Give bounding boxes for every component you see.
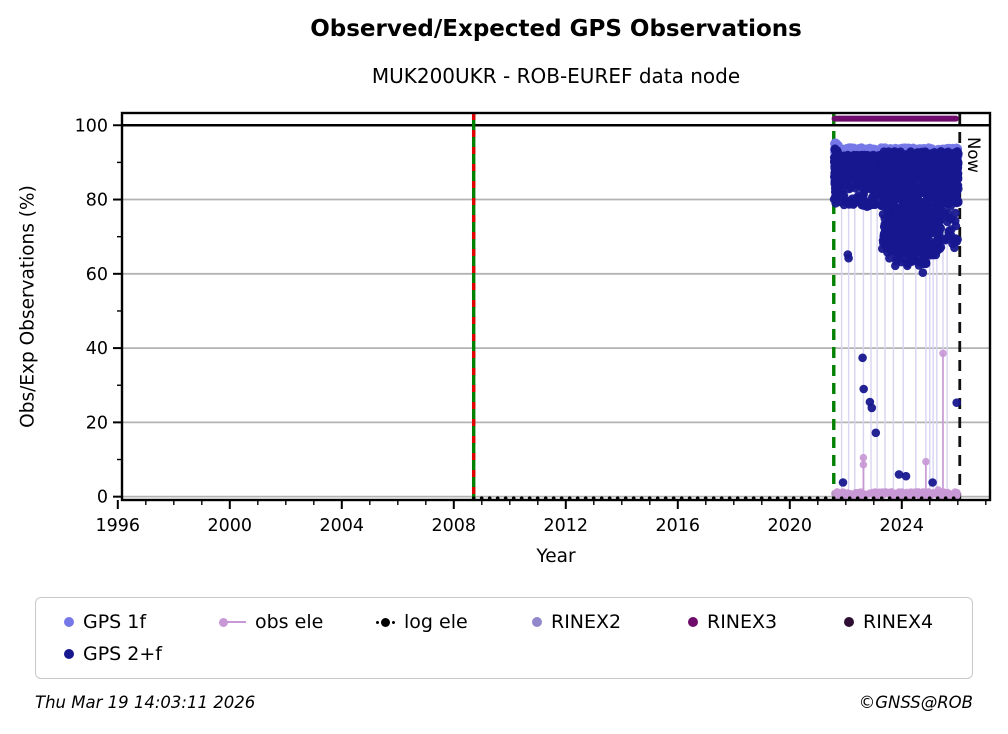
x-axis-label: Year (536, 546, 576, 567)
svg-text:80: 80 (86, 191, 108, 211)
svg-text:100: 100 (75, 116, 108, 136)
legend-label: GPS 1f (83, 611, 147, 633)
rinex3-marker-icon (688, 617, 698, 627)
chart-subtitle: MUK200UKR - ROB-EUREF data node (371, 64, 741, 88)
rinex4-marker-icon (844, 617, 854, 627)
svg-text:1996: 1996 (96, 516, 141, 536)
copyright: ©GNSS@ROB (858, 693, 973, 712)
legend-item-obs-ele: obs ele (192, 611, 348, 633)
legend-label: RINEX2 (551, 611, 622, 633)
timestamp: Thu Mar 19 14:03:11 2026 (35, 693, 256, 712)
svg-text:60: 60 (86, 265, 108, 285)
legend: GPS 1f obs ele log ele RINEX2 RINEX3 RIN… (35, 597, 973, 679)
rinex2-marker-icon (532, 617, 542, 627)
svg-text:2004: 2004 (320, 516, 365, 536)
svg-text:2000: 2000 (208, 516, 253, 536)
gps-2f-marker-icon (64, 649, 74, 659)
y-axis-label: Obs/Exp Observations (%) (17, 185, 39, 428)
legend-label: GPS 2+f (83, 643, 162, 665)
svg-text:0: 0 (97, 488, 108, 508)
log-ele-marker-icon (376, 617, 395, 627)
obs-ele-marker-icon (219, 617, 246, 627)
legend-item-rinex2: RINEX2 (504, 611, 660, 633)
gps-1f-marker-icon (64, 617, 74, 627)
svg-text:40: 40 (86, 339, 108, 359)
chart-canvas: Now 0 20 40 60 80 100 1996 2000 2004 2008 2012 2016 2… (75, 111, 992, 536)
legend-item-gps-2f: GPS 2+f (36, 643, 192, 665)
svg-text:20: 20 (86, 413, 108, 433)
legend-item-gps-1f: GPS 1f (36, 611, 192, 633)
chart-title: Observed/Expected GPS Observations (310, 16, 802, 42)
svg-text:2012: 2012 (544, 516, 589, 536)
legend-label: RINEX3 (707, 611, 778, 633)
svg-text:2024: 2024 (880, 516, 925, 536)
legend-item-log-ele: log ele (348, 611, 504, 633)
legend-label: log ele (404, 611, 468, 633)
legend-label: RINEX4 (863, 611, 934, 633)
svg-text:2008: 2008 (432, 516, 477, 536)
legend-item-rinex3: RINEX3 (660, 611, 816, 633)
svg-text:Now: Now (964, 137, 983, 173)
legend-item-rinex4: RINEX4 (816, 611, 972, 633)
svg-text:2016: 2016 (656, 516, 701, 536)
legend-label: obs ele (255, 611, 324, 633)
svg-text:2020: 2020 (768, 516, 813, 536)
